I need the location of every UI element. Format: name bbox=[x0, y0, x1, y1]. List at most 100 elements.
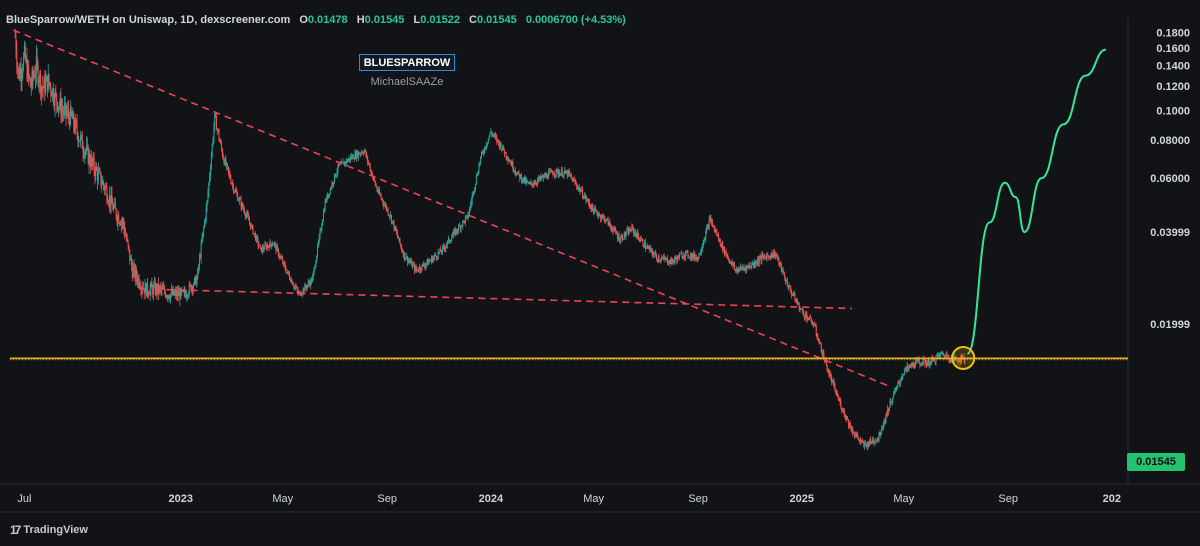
candle-body bbox=[244, 213, 246, 217]
candle-body bbox=[194, 276, 196, 279]
candle-body bbox=[702, 243, 704, 246]
candle-body bbox=[93, 158, 95, 171]
candle-body bbox=[745, 267, 747, 271]
candle-body bbox=[839, 400, 841, 402]
candle-body bbox=[633, 228, 635, 234]
candle-body bbox=[127, 240, 129, 246]
candle-body bbox=[22, 69, 24, 74]
candle-body bbox=[751, 264, 753, 268]
candle-body bbox=[38, 81, 40, 83]
candle-body bbox=[509, 160, 511, 162]
candle-body bbox=[249, 220, 251, 223]
candle-body bbox=[324, 200, 326, 211]
tradingview-logo[interactable]: 17 TradingView bbox=[10, 523, 88, 537]
candle-body bbox=[91, 157, 93, 163]
candle-body bbox=[706, 225, 708, 229]
candle-body bbox=[581, 189, 583, 192]
candle-body bbox=[643, 245, 645, 248]
candle-body bbox=[463, 220, 465, 222]
candle-body bbox=[726, 255, 728, 257]
candle-body bbox=[426, 259, 428, 264]
candle-body bbox=[789, 285, 791, 288]
candle-body bbox=[176, 291, 178, 297]
candle-body bbox=[890, 401, 892, 403]
candle-body bbox=[184, 290, 186, 294]
candle-body bbox=[61, 108, 63, 116]
candle-body bbox=[331, 182, 333, 188]
chart-header: BlueSparrow/WETH on Uniswap, 1D, dexscre… bbox=[6, 14, 632, 26]
candle-body bbox=[599, 214, 601, 216]
candle-body bbox=[179, 292, 181, 300]
candle-body bbox=[660, 260, 662, 261]
candle-body bbox=[736, 269, 738, 272]
candle-body bbox=[407, 260, 409, 263]
candle-body bbox=[960, 358, 962, 362]
candle-body bbox=[641, 239, 643, 241]
candle-body bbox=[791, 294, 793, 296]
candle-body bbox=[368, 163, 370, 166]
candle-body bbox=[82, 148, 84, 153]
candle-body bbox=[836, 393, 838, 397]
candle-body bbox=[602, 215, 604, 217]
candle-body bbox=[368, 161, 370, 164]
candle-body bbox=[266, 245, 268, 249]
candle-body bbox=[734, 265, 736, 270]
candle-body bbox=[921, 364, 923, 366]
candle-body bbox=[270, 241, 272, 245]
candle-body bbox=[586, 200, 588, 201]
candle-body bbox=[864, 443, 866, 447]
candle-body bbox=[128, 245, 130, 250]
candle-body bbox=[75, 120, 77, 124]
candle-body bbox=[396, 232, 398, 237]
candle-body bbox=[507, 158, 509, 161]
candle-body bbox=[405, 258, 407, 260]
candle-body bbox=[738, 269, 740, 272]
candle-body bbox=[757, 258, 759, 263]
candle-body bbox=[857, 435, 859, 438]
candle-body bbox=[146, 282, 148, 297]
x-tick-label: May bbox=[583, 493, 604, 505]
candle-body bbox=[417, 269, 419, 271]
candle-body bbox=[776, 255, 778, 258]
y-tick-label: 0.1800 bbox=[1156, 27, 1190, 39]
candle-body bbox=[180, 289, 182, 300]
candle-body bbox=[174, 292, 176, 295]
candle-body bbox=[427, 259, 429, 265]
candle-body bbox=[912, 362, 914, 366]
candle-body bbox=[841, 408, 843, 411]
candle-body bbox=[531, 181, 533, 184]
y-tick-label: 0.03999 bbox=[1150, 227, 1190, 239]
candle-body bbox=[168, 295, 170, 298]
candle-body bbox=[403, 252, 405, 257]
candle-body bbox=[946, 354, 948, 358]
candle-body bbox=[225, 158, 227, 166]
candle-body bbox=[705, 231, 707, 239]
candle-body bbox=[609, 221, 611, 226]
candle-body bbox=[49, 82, 51, 86]
candle-body bbox=[701, 245, 703, 251]
candle-body bbox=[396, 230, 398, 233]
candle-body bbox=[563, 172, 565, 176]
candle-body bbox=[774, 252, 776, 257]
candle-body bbox=[85, 145, 87, 151]
candle-body bbox=[693, 253, 695, 258]
candle-body bbox=[90, 163, 92, 168]
candle-body bbox=[927, 362, 929, 366]
candle-body bbox=[344, 161, 346, 165]
candle-body bbox=[42, 87, 44, 90]
candle-body bbox=[905, 367, 907, 370]
candle-body bbox=[713, 225, 715, 230]
candle-body bbox=[775, 253, 777, 256]
candle-body bbox=[137, 277, 139, 283]
candle-body bbox=[439, 248, 441, 253]
candle-body bbox=[351, 156, 353, 159]
candle-body bbox=[304, 285, 306, 292]
x-tick-label: Sep bbox=[998, 493, 1018, 505]
candle-body bbox=[489, 132, 491, 137]
candle-body bbox=[432, 258, 434, 262]
candle-body bbox=[885, 414, 887, 422]
candle-body bbox=[898, 383, 900, 384]
candle-body bbox=[876, 439, 878, 441]
candle-body bbox=[395, 226, 397, 231]
